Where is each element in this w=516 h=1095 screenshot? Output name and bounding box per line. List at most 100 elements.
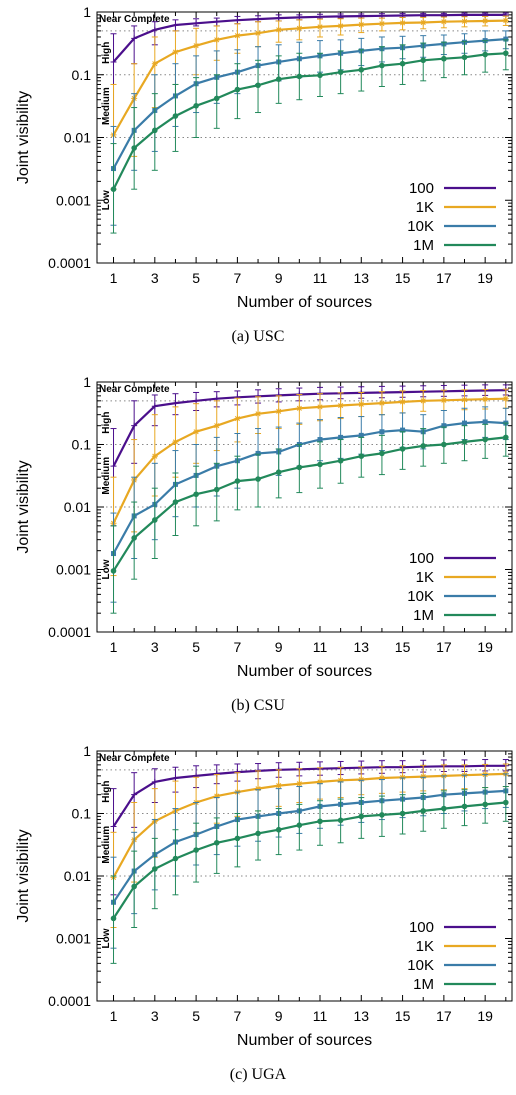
data-point	[358, 813, 365, 820]
data-point	[131, 35, 138, 42]
data-point	[462, 420, 468, 426]
data-point	[193, 103, 199, 109]
y-tick-label: 0.0001	[48, 993, 91, 1009]
y-tick-label: 0.001	[56, 192, 91, 208]
data-point	[296, 405, 303, 412]
data-point	[441, 423, 447, 429]
y-axis-label: Joint visibility	[15, 829, 32, 922]
data-point	[338, 434, 344, 440]
data-point	[193, 847, 199, 853]
x-tick-label: 19	[477, 270, 493, 286]
legend-label-100: 100	[409, 919, 434, 936]
series-line	[112, 38, 506, 170]
data-point	[337, 69, 344, 75]
data-point	[110, 568, 117, 574]
x-tick-label: 1	[110, 270, 118, 286]
x-tick-label: 19	[477, 639, 493, 655]
series-line	[112, 801, 506, 919]
band-label-high: High	[101, 42, 112, 64]
data-point	[420, 57, 427, 64]
data-point	[296, 780, 303, 787]
x-tick-label: 1	[110, 639, 118, 655]
y-tick-label: 0.001	[56, 562, 91, 578]
legend: 100 1K 10K 1M	[407, 919, 496, 993]
x-tick-label: 15	[395, 270, 411, 286]
legend-label-1K: 1K	[416, 938, 434, 955]
data-point	[152, 866, 158, 872]
data-point	[275, 15, 282, 22]
data-point	[275, 826, 282, 833]
series-line	[112, 52, 506, 190]
series-1M	[110, 39, 509, 234]
x-tick-label: 13	[353, 270, 369, 286]
data-point	[399, 810, 406, 817]
x-tick-label: 17	[436, 639, 452, 655]
data-point	[234, 17, 241, 24]
x-axis-label: Number of sources	[237, 1032, 372, 1049]
series-line	[112, 764, 506, 828]
band-label-medium: Medium	[101, 826, 112, 864]
series-line	[112, 436, 506, 572]
band-label-low: Low	[101, 928, 112, 948]
data-point	[193, 428, 200, 435]
y-tick-label: 1	[83, 743, 91, 759]
series-100	[110, 759, 509, 896]
data-point	[296, 822, 303, 828]
data-point	[378, 774, 385, 781]
data-point	[172, 855, 179, 862]
data-point	[213, 839, 220, 846]
x-tick-label: 7	[233, 1008, 241, 1024]
series-line	[112, 789, 506, 903]
band-label-low: Low	[101, 559, 112, 579]
x-tick-label: 7	[233, 270, 241, 286]
data-point	[441, 805, 447, 812]
y-axis-label: Joint visibility	[15, 460, 32, 553]
data-point	[255, 410, 262, 417]
series-1K	[110, 388, 509, 577]
data-point	[461, 396, 468, 403]
x-tick-label: 13	[353, 639, 369, 655]
data-point	[358, 401, 365, 408]
legend-label-10K: 10K	[407, 588, 434, 605]
x-tick-label: 11	[313, 270, 328, 286]
y-tick-label: 0.0001	[48, 255, 91, 271]
data-point	[275, 469, 282, 476]
data-point	[131, 791, 138, 798]
data-point	[317, 437, 323, 443]
panel-caption: (b) CSU	[231, 697, 285, 714]
band-label-near-complete: Near Complete	[99, 384, 170, 395]
y-tick-label: 1	[83, 4, 91, 20]
data-point	[316, 403, 323, 410]
data-point	[440, 18, 447, 25]
data-point	[420, 443, 427, 449]
data-point	[172, 499, 179, 505]
data-point	[275, 26, 282, 33]
data-point	[152, 517, 158, 523]
data-point	[151, 453, 158, 460]
data-point	[255, 30, 262, 37]
data-point	[193, 42, 200, 49]
data-point	[420, 19, 427, 26]
data-point	[275, 408, 282, 415]
data-point	[420, 773, 427, 780]
legend-label-100: 100	[409, 550, 434, 567]
x-axis-label: Number of sources	[237, 294, 372, 311]
panel-caption: (c) UGA	[230, 1066, 287, 1083]
series-line	[112, 389, 506, 467]
data-point	[255, 82, 261, 89]
data-point	[337, 402, 344, 409]
data-point	[502, 17, 509, 24]
series-1M	[110, 786, 509, 964]
x-tick-label: 11	[313, 639, 328, 655]
data-point	[193, 491, 199, 498]
y-tick-label: 0.001	[56, 931, 91, 947]
data-point	[358, 776, 365, 783]
data-point	[131, 422, 138, 429]
data-point	[172, 113, 179, 119]
data-point	[172, 400, 179, 407]
series-line	[112, 772, 506, 878]
legend-label-1M: 1M	[413, 976, 434, 993]
